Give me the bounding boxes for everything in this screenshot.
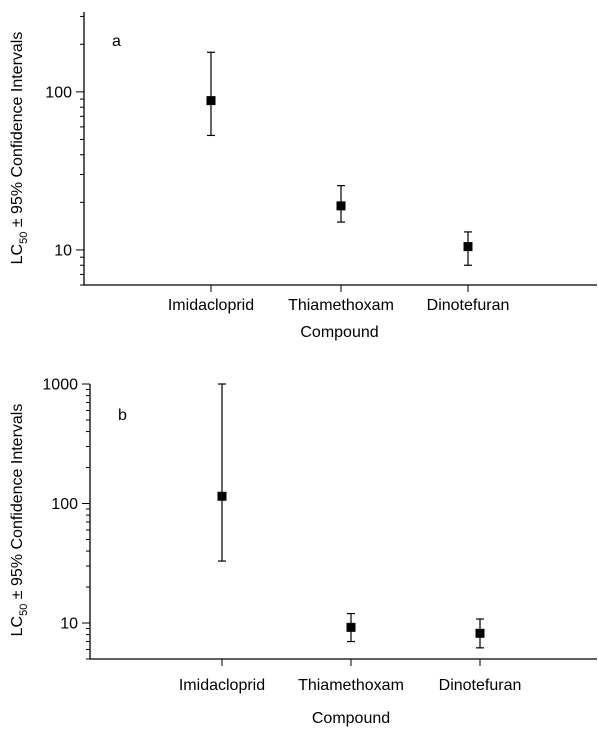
- x-axis-title: Compound: [300, 324, 378, 341]
- y-axis-title-subscript: 50: [18, 232, 30, 244]
- y-tick-label: 100: [51, 496, 78, 513]
- x-tick-label: Imidacloprid: [168, 297, 254, 314]
- data-point: [475, 628, 485, 638]
- data-point: [336, 201, 346, 211]
- y-tick-label: 10: [54, 242, 72, 259]
- x-tick-label: Thiamethoxam: [298, 677, 404, 694]
- y-axis-title-suffix: ± 95% Confidence Intervals: [9, 404, 26, 604]
- y-axis-title-prefix: LC: [9, 244, 26, 264]
- y-tick-label: 100: [45, 84, 72, 101]
- x-tick-label: Thiamethoxam: [288, 297, 394, 314]
- x-axis-title: Compound: [312, 710, 390, 727]
- x-tick-label: Dinotefuran: [427, 297, 510, 314]
- y-tick-label: 1000: [42, 377, 78, 394]
- panel-a: 10 100 Imidacloprid Thiamethoxam Dinotefuran…: [9, 12, 597, 341]
- panel-letter: b: [118, 407, 127, 424]
- panel-letter: a: [112, 33, 121, 50]
- y-axis-title-subscript: 50: [18, 604, 30, 616]
- y-axis-title-suffix: ± 95% Confidence Intervals: [9, 32, 26, 232]
- panel-b: 10 100 1000 Imidacloprid Thiamethoxam Dinotef…: [9, 377, 597, 727]
- y-axis-title: LC50 ± 95% Confidence Intervals: [9, 404, 30, 637]
- data-point: [217, 491, 227, 501]
- data-point: [206, 96, 216, 106]
- data-point: [346, 622, 356, 632]
- y-axis-title: LC50 ± 95% Confidence Intervals: [9, 32, 30, 265]
- x-tick-label: Dinotefuran: [439, 677, 522, 694]
- data-point: [463, 242, 473, 252]
- y-tick-label: 10: [60, 616, 78, 633]
- x-tick-label: Imidacloprid: [179, 677, 265, 694]
- y-axis-title-prefix: LC: [9, 616, 26, 636]
